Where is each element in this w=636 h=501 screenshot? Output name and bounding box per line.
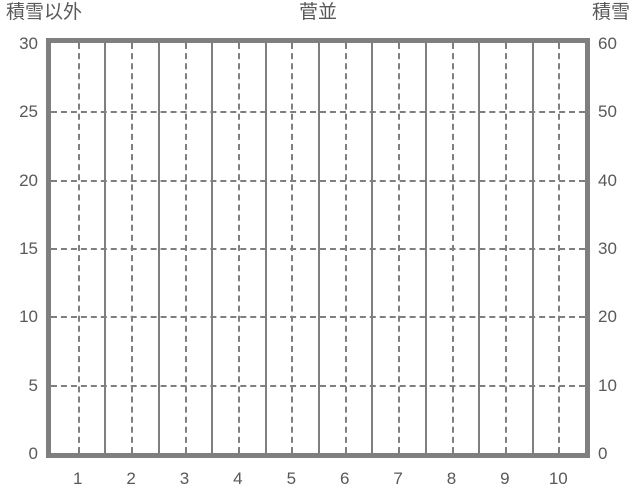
x-axis-tick-label: 2 bbox=[126, 469, 136, 488]
x-axis-tick-label: 7 bbox=[393, 469, 403, 488]
horizontal-gridline bbox=[51, 316, 585, 319]
y-axis-right-tick-label: 20 bbox=[598, 307, 617, 327]
y-axis-right-tick-label: 50 bbox=[598, 102, 617, 122]
y-axis-left-tick-label: 15 bbox=[19, 239, 38, 258]
y-axis-right-tick-label: 60 bbox=[598, 34, 617, 53]
horizontal-gridline bbox=[51, 111, 585, 114]
x-axis-tick-label: 10 bbox=[548, 469, 568, 488]
horizontal-gridline bbox=[51, 248, 585, 250]
y-axis-left-tick-label: 0 bbox=[28, 444, 38, 463]
x-axis-tick-label: 9 bbox=[500, 469, 510, 488]
plot-area bbox=[46, 38, 590, 458]
x-axis-tick-label: 5 bbox=[286, 469, 297, 488]
y-axis-right-tick-label: 30 bbox=[598, 239, 617, 258]
right-axis-title: 積雪 bbox=[591, 2, 630, 23]
plot-grid bbox=[51, 43, 585, 453]
horizontal-gridline bbox=[51, 384, 585, 387]
y-axis-left-tick-label: 5 bbox=[28, 375, 38, 395]
y-axis-left-tick-label: 10 bbox=[19, 307, 38, 327]
x-axis-tick-label: 4 bbox=[233, 469, 243, 488]
y-axis-right-tick-label: 40 bbox=[598, 170, 617, 190]
horizontal-gridline bbox=[51, 179, 585, 182]
y-axis-right-tick-label: 0 bbox=[598, 444, 608, 463]
x-axis-tick-label: 8 bbox=[446, 469, 457, 488]
y-axis-left-tick-label: 30 bbox=[19, 34, 38, 53]
chart-title: 菅並 bbox=[298, 2, 337, 23]
x-axis-tick-label: 6 bbox=[339, 469, 350, 488]
x-axis-tick-label: 1 bbox=[72, 469, 83, 488]
left-axis-title: 積雪以外 bbox=[6, 2, 83, 23]
y-axis-left-tick-label: 20 bbox=[19, 170, 38, 190]
x-axis-tick-label: 3 bbox=[179, 469, 190, 488]
y-axis-left-tick-label: 25 bbox=[19, 102, 38, 122]
y-axis-right-tick-label: 10 bbox=[598, 375, 617, 395]
